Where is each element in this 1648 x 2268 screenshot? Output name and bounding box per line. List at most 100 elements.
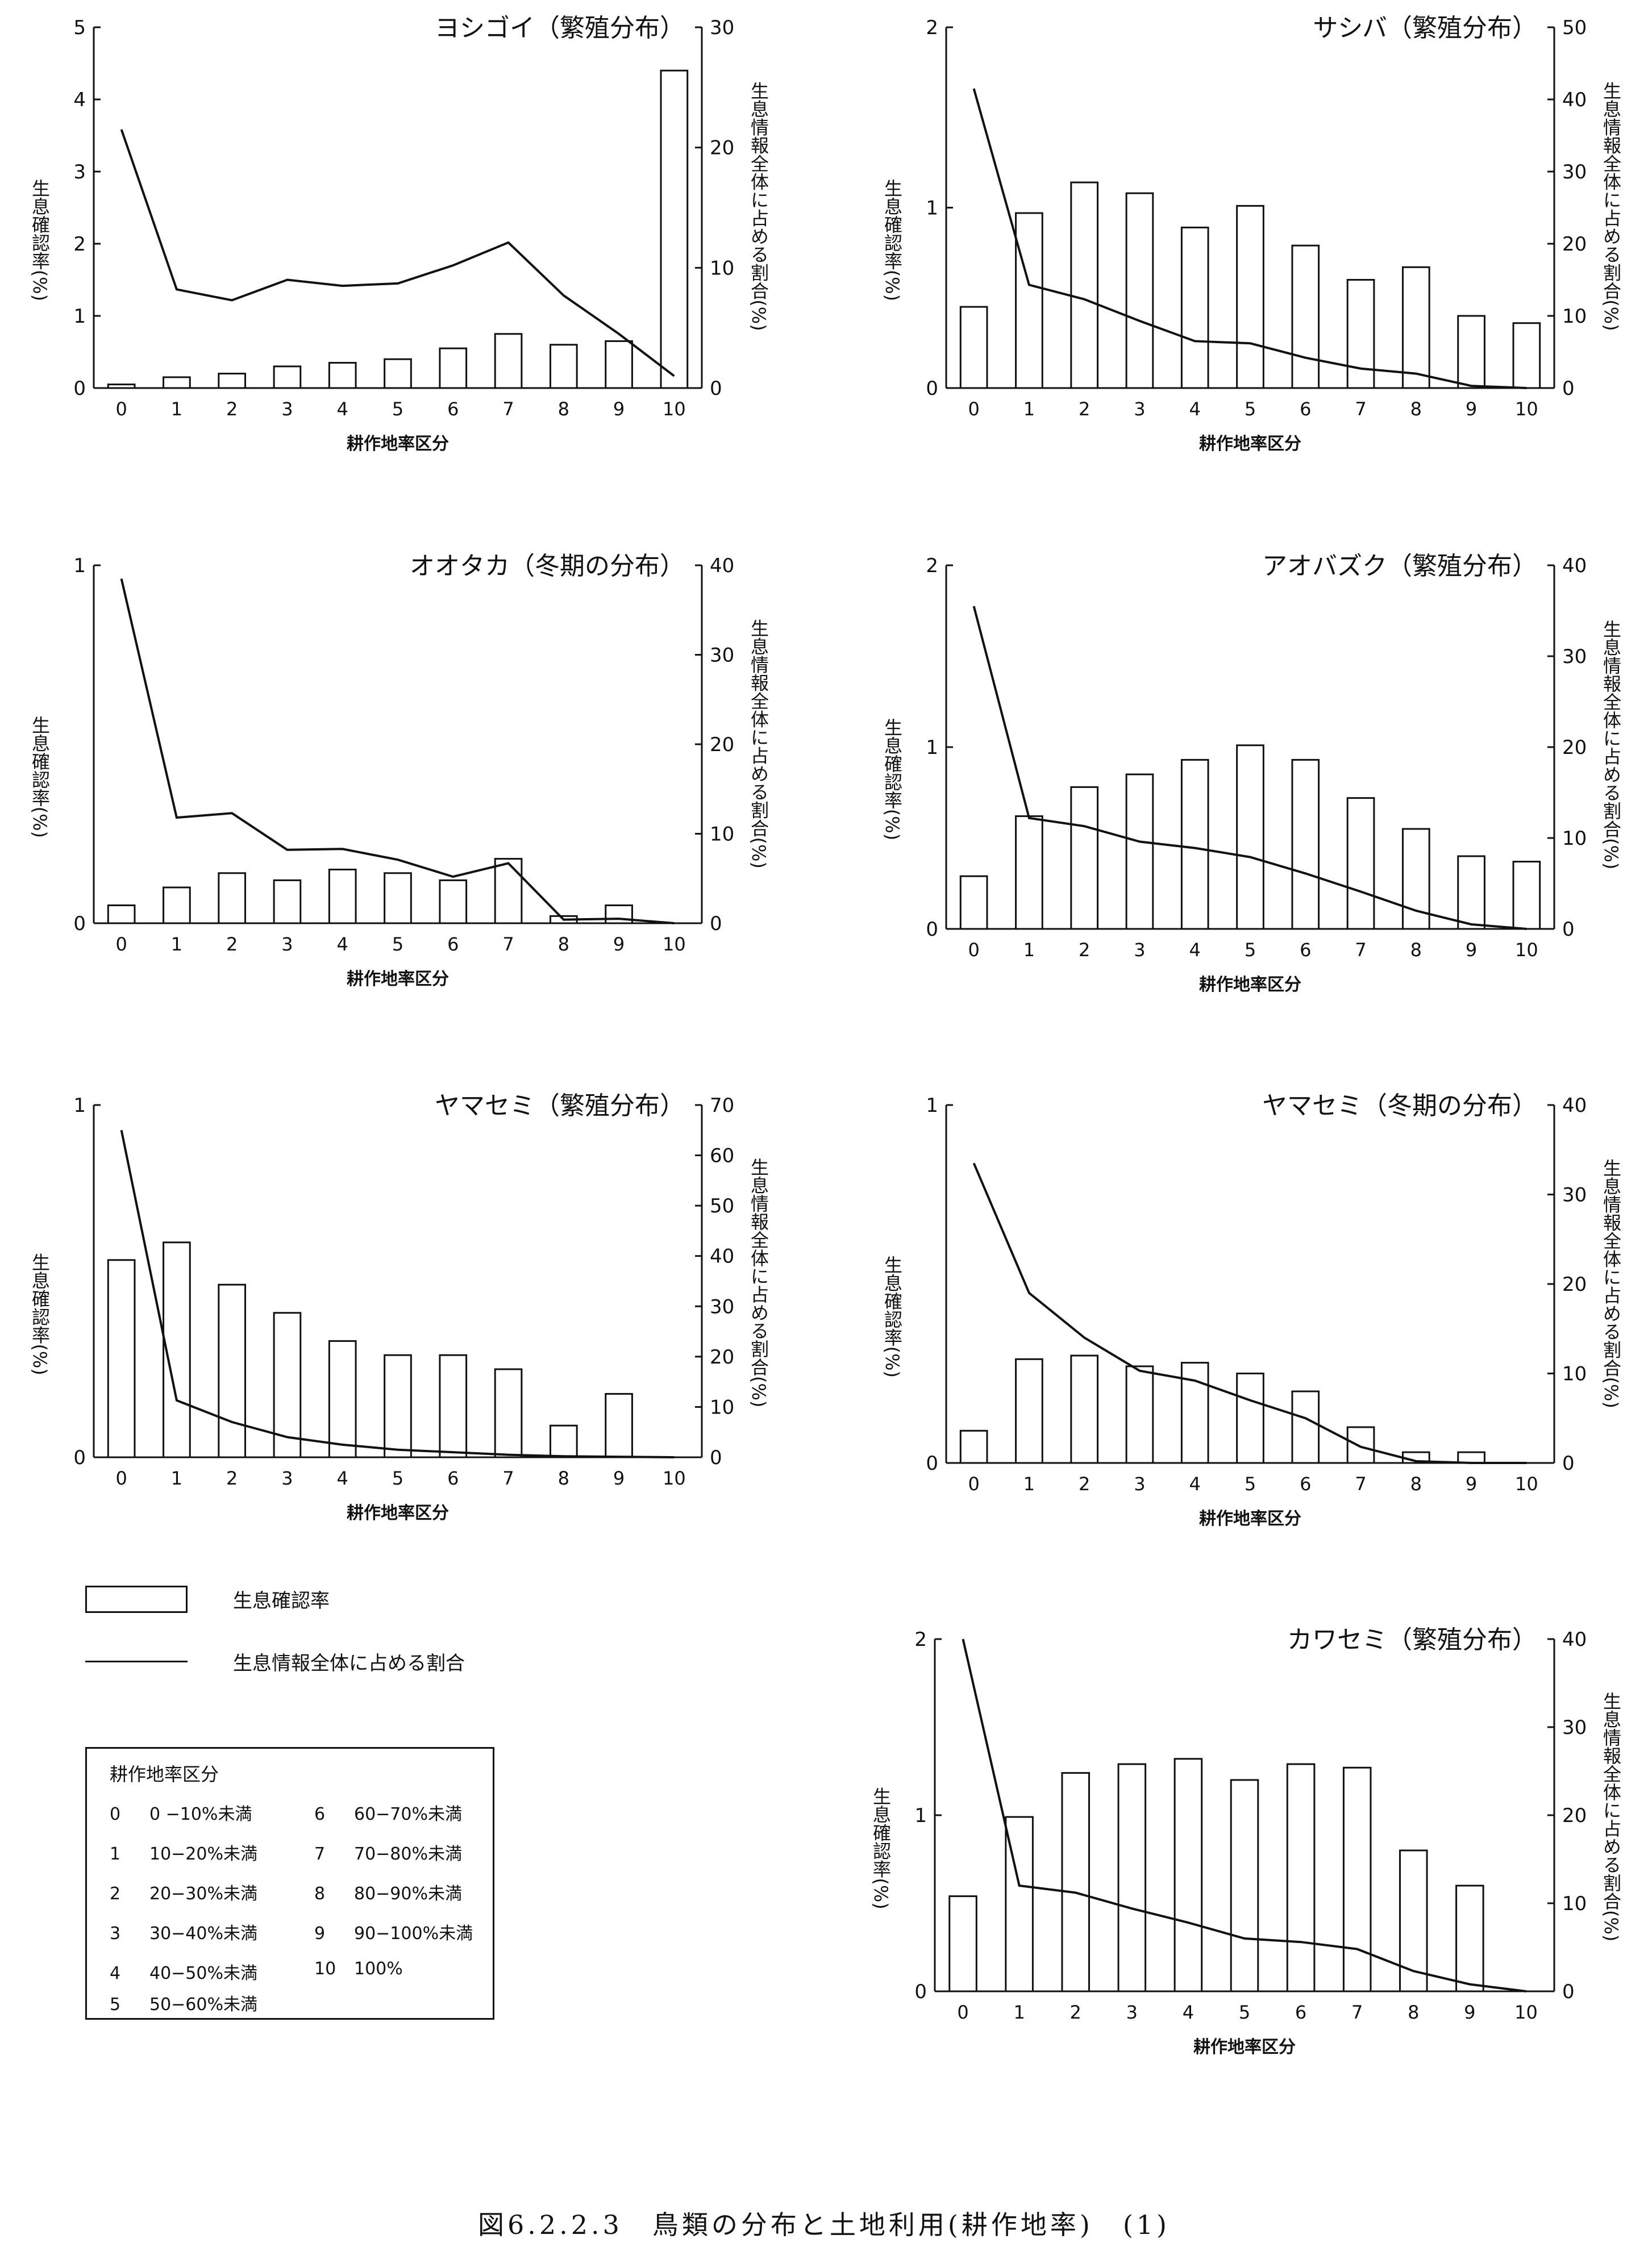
x-tick-label: 3: [1134, 939, 1145, 961]
left-tick-label: 1: [73, 1094, 86, 1117]
bar: [1512, 861, 1541, 930]
bar: [1230, 1779, 1259, 1992]
right-tick-label: 10: [1562, 1892, 1587, 1915]
bar: [1015, 1358, 1043, 1464]
bar: [1125, 1365, 1154, 1464]
bar: [107, 383, 136, 389]
right-tick-label: 0: [1562, 1452, 1575, 1475]
class-item: 9 90−100%未満: [314, 1924, 473, 1944]
left-tick-label: 1: [926, 197, 938, 220]
left-tick-label: 0: [73, 377, 86, 400]
bar: [107, 904, 136, 924]
bar: [163, 1241, 191, 1458]
x-tick-label: 1: [1023, 939, 1035, 961]
x-tick-label: 5: [1239, 2002, 1250, 2023]
right-tick-label: 50: [710, 1195, 734, 1218]
x-tick-label: 2: [1079, 398, 1090, 420]
x-tick-label: 3: [281, 933, 293, 955]
bar: [107, 1259, 136, 1458]
x-tick-label: 7: [1355, 1473, 1366, 1495]
x-tick-label: 8: [558, 933, 569, 955]
left-tick-label: 1: [73, 305, 86, 328]
right-tick-label: 30: [710, 16, 734, 39]
right-tick-label: 40: [1562, 89, 1587, 111]
x-tick-label: 1: [1023, 398, 1035, 420]
series-line: [972, 606, 1527, 930]
legend-bar-label: 生息確認率: [233, 1590, 330, 1612]
bar: [1291, 1390, 1320, 1464]
class-item: 2 20−30%未満: [110, 1884, 257, 1904]
left-tick-label: 2: [914, 1628, 927, 1651]
series-line: [972, 88, 1527, 389]
bar: [1180, 758, 1209, 930]
x-tick-label: 0: [968, 939, 979, 961]
x-tick-label: 3: [281, 398, 293, 420]
chart-title: ヨシゴイ（繁殖分布）: [435, 14, 685, 43]
left-tick-label: 0: [914, 1981, 927, 2003]
left-tick-label: 1: [926, 736, 938, 759]
x-tick-label: 4: [337, 1467, 348, 1489]
x-tick-label: 8: [558, 398, 569, 420]
legend-line-label: 生息情報全体に占める割合: [233, 1652, 465, 1675]
x-tick-label: 3: [281, 1467, 293, 1489]
right-axis-label: 生息情報全体に占める割合(%): [748, 619, 769, 869]
x-tick-label: 3: [1134, 1473, 1145, 1495]
bar: [1342, 1766, 1372, 1992]
left-axis-label: 生息確認率(%): [29, 1253, 51, 1375]
x-tick-label: 1: [171, 933, 182, 955]
bar: [1125, 192, 1154, 389]
bar: [1117, 1763, 1147, 1992]
x-tick-label: 5: [1245, 939, 1256, 961]
chart-title: サシバ（繁殖分布）: [1313, 14, 1537, 43]
right-tick-label: 10: [1562, 305, 1587, 328]
right-tick-label: 10: [710, 257, 734, 280]
bar: [273, 1312, 302, 1458]
bar: [1070, 181, 1099, 389]
x-tick-label: 9: [613, 1467, 625, 1489]
x-tick-label: 9: [1466, 398, 1477, 420]
right-tick-label: 30: [710, 1295, 734, 1318]
bar: [549, 1424, 578, 1458]
right-tick-label: 30: [1562, 161, 1587, 184]
bar: [1070, 786, 1099, 930]
right-tick-label: 0: [710, 912, 722, 935]
x-tick-label: 9: [1466, 1473, 1477, 1495]
chart-title: ヤマセミ（繁殖分布）: [435, 1091, 685, 1120]
bar: [605, 1393, 633, 1458]
bar: [959, 875, 988, 930]
x-tick-label: 1: [1013, 2002, 1025, 2023]
bar: [439, 1354, 468, 1458]
class-item: 8 80−90%未満: [314, 1884, 462, 1904]
bar: [1070, 1354, 1099, 1464]
right-tick-label: 70: [710, 1094, 734, 1117]
bar: [328, 362, 357, 389]
right-axis-label: 生息情報全体に占める割合(%): [1600, 1692, 1622, 1941]
bar: [1236, 744, 1264, 930]
left-axis-label: 生息確認率(%): [29, 179, 51, 301]
x-tick-label: 2: [1079, 1473, 1090, 1495]
right-tick-label: 0: [710, 377, 722, 400]
x-tick-label: 9: [1464, 2002, 1475, 2023]
right-tick-label: 20: [1562, 233, 1587, 256]
x-tick-label: 9: [613, 398, 625, 420]
left-tick-label: 5: [73, 16, 86, 39]
right-tick-label: 40: [710, 1245, 734, 1268]
right-tick-label: 10: [1562, 1363, 1587, 1386]
right-tick-label: 0: [1562, 1981, 1575, 2003]
left-tick-label: 4: [73, 89, 86, 111]
bar: [439, 879, 468, 924]
series-line: [972, 1162, 1527, 1464]
right-tick-label: 20: [1562, 736, 1587, 759]
bar: [218, 1283, 247, 1458]
legend-bar-entry: 生息確認率: [85, 1585, 330, 1613]
right-tick-label: 10: [710, 1396, 734, 1419]
right-tick-label: 10: [1562, 827, 1587, 850]
left-tick-label: 1: [926, 1094, 938, 1117]
x-tick-label: 0: [115, 1467, 127, 1489]
left-axis-label: 生息確認率(%): [881, 179, 903, 301]
series-line: [120, 1129, 675, 1458]
left-tick-label: 1: [73, 555, 86, 577]
bar: [1512, 322, 1541, 389]
bar: [384, 1354, 412, 1458]
x-axis-label: 耕作地率区分: [1199, 434, 1301, 454]
